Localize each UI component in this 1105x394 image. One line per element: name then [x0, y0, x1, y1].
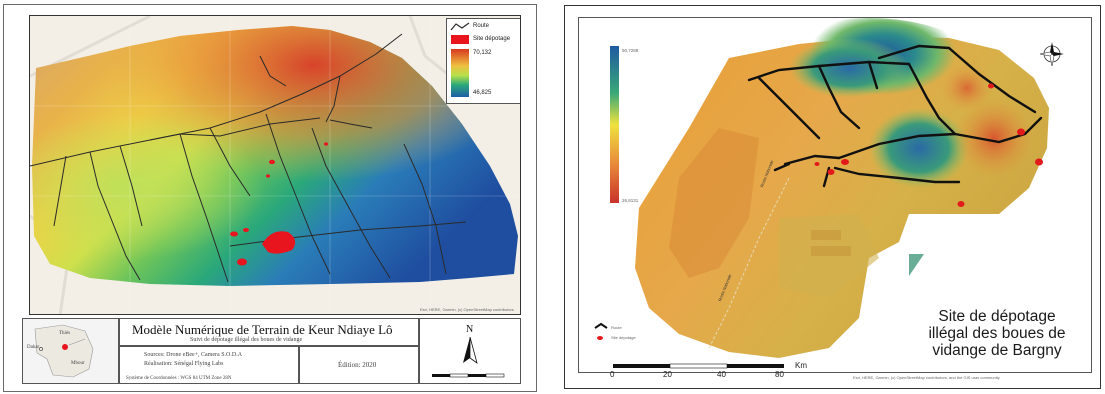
map-grid	[30, 16, 520, 314]
scale-tick-20: 20	[663, 370, 672, 379]
map-subtitle: Suivi de dépotage illégal des boues de v…	[190, 337, 303, 343]
edition-label: Édition: 2020	[338, 361, 377, 369]
legend-route-label: Route	[473, 23, 490, 29]
right-site-legend-icon	[597, 336, 603, 340]
route-legend-symbol	[450, 22, 470, 31]
location-inset: Dakar Thiès Mbour	[22, 318, 119, 384]
credits-cell: Sources: Drone eBee+, Camera S.O.D.A Réa…	[119, 346, 299, 384]
right-attribution: Esri, HERE, Garmin, (c) OpenStreetMap co…	[853, 375, 1000, 380]
scale-bar	[613, 363, 784, 369]
inset-label-thies: Thiès	[59, 331, 71, 336]
dumping-sites	[230, 142, 328, 266]
legend-site-label: Site dépotage	[473, 36, 511, 42]
right-map-frame: 90,7288 26,8131 Route Site dépotage Rout…	[578, 17, 1092, 373]
credits-line2: Réalisation: Sénégal Flying Labs	[144, 361, 224, 367]
left-attribution: Esri, HERE, Garmin, (c) OpenStreetMap co…	[420, 307, 514, 312]
right-legend-site: Site dépotage	[611, 335, 636, 340]
north-arrow-icon	[432, 336, 505, 378]
right-route-legend-icon	[594, 322, 608, 329]
right-terrain-map	[594, 18, 1064, 369]
north-label: N	[466, 324, 474, 335]
north-scale-cell: N	[419, 318, 521, 384]
compass-icon	[1039, 42, 1064, 67]
site-title: Site de dépotage illégal des boues de vi…	[909, 308, 1085, 359]
right-dumping-sites	[814, 83, 1043, 207]
scale-unit: Km	[795, 361, 807, 370]
edition-cell: Édition: 2020	[299, 346, 419, 384]
right-legend-low: 26,8131	[622, 198, 639, 203]
inset-label-dakar: Dakar	[27, 345, 40, 350]
site-title-line3: vidange de Bargny	[932, 342, 1062, 359]
scale-tick-80: 80	[775, 370, 784, 379]
left-legend: Route Site dépotage 70,132 46,825	[446, 18, 520, 104]
right-road-network	[747, 44, 1043, 188]
map-title: Modèle Numérique de Terrain de Keur Ndia…	[132, 322, 393, 337]
elevation-colorbar	[451, 49, 469, 97]
scale-tick-40: 40	[717, 370, 726, 379]
right-elevation-colorbar	[610, 46, 619, 203]
right-legend-high: 90,7288	[622, 48, 639, 53]
legend-elev-low: 46,825	[473, 90, 492, 96]
scale-tick-0: 0	[610, 370, 615, 379]
left-terrain-map	[30, 16, 520, 314]
title-cell: Modèle Numérique de Terrain de Keur Ndia…	[119, 318, 419, 346]
right-map-panel: 90,7288 26,8131 Route Site dépotage Rout…	[564, 5, 1101, 389]
credits-line3: Système de Coordonnées : WGS 84 UTM Zone…	[126, 376, 232, 381]
site-title-line1: Site de dépotage	[938, 308, 1056, 325]
legend-elev-high: 70,132	[473, 50, 492, 56]
inset-map	[34, 324, 94, 378]
site-legend-swatch	[451, 35, 469, 44]
left-map-panel: Route Site dépotage 70,132 46,825 Esri, …	[3, 4, 537, 392]
inset-label-mbour: Mbour	[71, 361, 85, 366]
site-title-line2: illégal des boues de	[928, 325, 1066, 342]
right-legend-route: Route	[611, 325, 622, 330]
credits-line1: Sources: Drone eBee+, Camera S.O.D.A	[144, 352, 243, 358]
left-map-frame: Route Site dépotage 70,132 46,825 Esri, …	[29, 15, 521, 315]
